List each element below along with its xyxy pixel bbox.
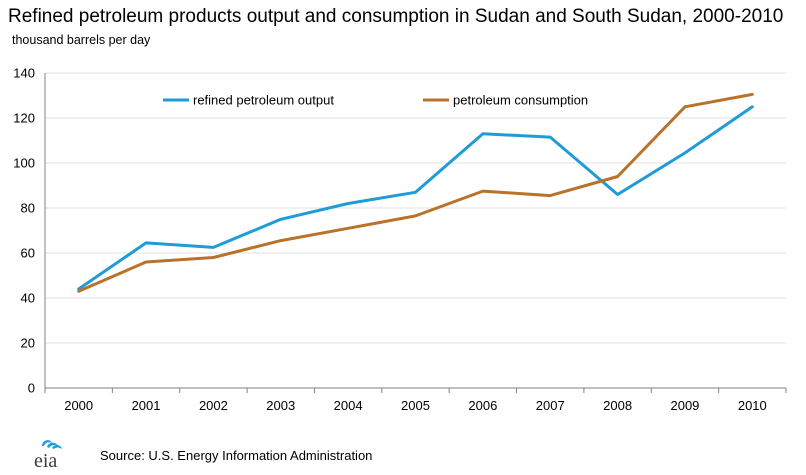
- series-line-consumption: [77, 92, 754, 293]
- x-tick-label: 2007: [536, 398, 565, 413]
- legend-label-output: refined petroleum output: [193, 93, 334, 108]
- series-line-refined-output: [77, 105, 754, 291]
- x-tick-label: 2010: [738, 398, 767, 413]
- footer: eia Source: U.S. Energy Information Admi…: [0, 432, 806, 472]
- y-tick-label: 140: [13, 66, 35, 81]
- x-tick-label: 2004: [334, 398, 363, 413]
- y-tick-label: 100: [13, 156, 35, 171]
- x-tick-label: 2003: [266, 398, 295, 413]
- x-tick-label: 2009: [670, 398, 699, 413]
- y-tick-label: 0: [28, 381, 35, 396]
- chart-title: Refined petroleum products output and co…: [8, 6, 784, 27]
- x-tick-label: 2002: [199, 398, 228, 413]
- y-axis-units-label: thousand barrels per day: [12, 33, 151, 47]
- y-tick-label: 80: [21, 201, 35, 216]
- y-tick-label: 40: [21, 291, 35, 306]
- x-tick-label: 2001: [132, 398, 161, 413]
- svg-text:eia: eia: [34, 450, 57, 470]
- x-tick-label: 2008: [603, 398, 632, 413]
- x-tick-label: 2006: [468, 398, 497, 413]
- y-tick-label: 60: [21, 246, 35, 261]
- x-tick-label: 2000: [64, 398, 93, 413]
- source-note: Source: U.S. Energy Information Administ…: [100, 448, 373, 463]
- legend-label-consumption: petroleum consumption: [453, 93, 588, 108]
- eia-logo-icon: eia: [28, 436, 72, 472]
- y-tick-label: 120: [13, 111, 35, 126]
- y-tick-label: 20: [21, 336, 35, 351]
- line-chart: 0 20 40 60 80 100 120 140 2000 2001 2002 2003 2004 20…: [13, 66, 787, 413]
- x-tick-label: 2005: [401, 398, 430, 413]
